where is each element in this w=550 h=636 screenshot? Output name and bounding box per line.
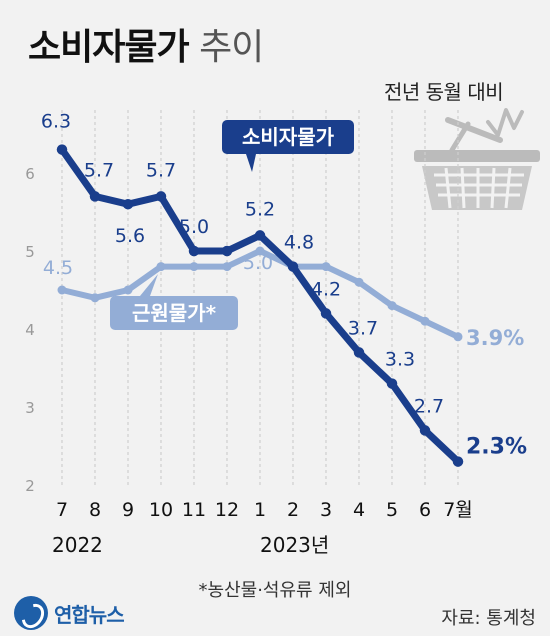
data-point [287,261,299,272]
x-tick-label: 12 [215,499,239,521]
yonhap-logo-icon [14,596,48,630]
legend-core-pointer [140,274,158,296]
x-tick-label: 8 [89,499,101,521]
data-label: 3.7 [348,317,378,339]
y-tick-label: 2 [25,477,35,495]
legend-cpi-box [222,120,354,154]
data-label: 2.7 [414,395,444,417]
data-point [353,347,365,358]
data-label: 3.3 [385,349,415,371]
data-point [387,301,397,311]
x-tick-label: 10 [149,499,173,521]
data-point [189,262,199,272]
data-point [453,332,463,342]
x-tick-label: 7 [56,499,68,521]
data-label: 2.3% [466,435,527,460]
x-tick-label: 5 [386,499,398,521]
legend-cpi: 소비자물가 [242,125,335,149]
x-tick-label: 11 [182,499,206,521]
y-tick-label: 5 [25,243,35,261]
data-label: 5.6 [115,225,145,247]
data-label: 4.2 [311,278,341,300]
data-point [56,144,68,155]
data-label: 5.0 [243,252,273,274]
x-tick-label: 2 [287,499,299,521]
page-title: 소비자물가 추이 [28,18,264,70]
data-label: 4.5 [43,257,73,279]
y-tick-label: 3 [25,399,35,417]
data-point [221,245,233,257]
data-label: 6.3 [41,111,71,133]
data-label: 5.7 [84,159,114,181]
logo-text: 연합뉴스 [54,602,125,627]
data-point [254,230,266,241]
x-tick-label: 1 [254,499,266,521]
legend-core-box [110,296,238,330]
data-point [386,378,398,389]
data-point [255,246,265,256]
data-point [57,285,67,295]
x-tick-label: 6 [419,499,431,521]
data-point [123,285,133,295]
shopping-basket-icon [414,108,540,210]
data-label: 5.0 [179,216,209,238]
y-tick-label: 6 [25,165,35,183]
title-main: 소비자물가 [28,27,190,68]
data-point [155,191,167,202]
year-label: 2022 [52,533,103,557]
x-tick-label: 7월 [443,499,473,521]
data-label: 5.7 [146,159,176,181]
data-point [354,277,364,287]
logo: 연합뉴스 [14,596,125,630]
legend-core: 근원물가* [132,301,217,325]
data-point [222,262,232,272]
data-label: 4.8 [284,232,314,254]
data-point [90,293,100,303]
data-point [122,198,134,210]
year-label: 2023년 [260,533,329,557]
data-point [320,308,332,319]
data-point [89,191,101,202]
data-point [156,262,166,272]
x-tick-label: 3 [320,499,332,521]
y-tick-label: 4 [25,321,35,339]
legend-cpi-pointer [246,154,256,172]
data-point [321,262,331,272]
footnote: *농산물·석유류 제외 [198,580,352,601]
x-tick-label: 4 [353,499,365,521]
data-point [420,316,430,326]
data-label: 5.2 [245,198,275,220]
data-point [419,425,431,436]
data-point [452,456,464,467]
source-text: 자료: 통계청 [441,608,536,629]
chart-subtitle: 전년 동월 대비 [384,80,504,104]
x-tick-label: 9 [122,499,134,521]
data-label: 3.9% [466,326,524,350]
title-sub: 추이 [199,27,264,68]
data-point [188,245,200,257]
